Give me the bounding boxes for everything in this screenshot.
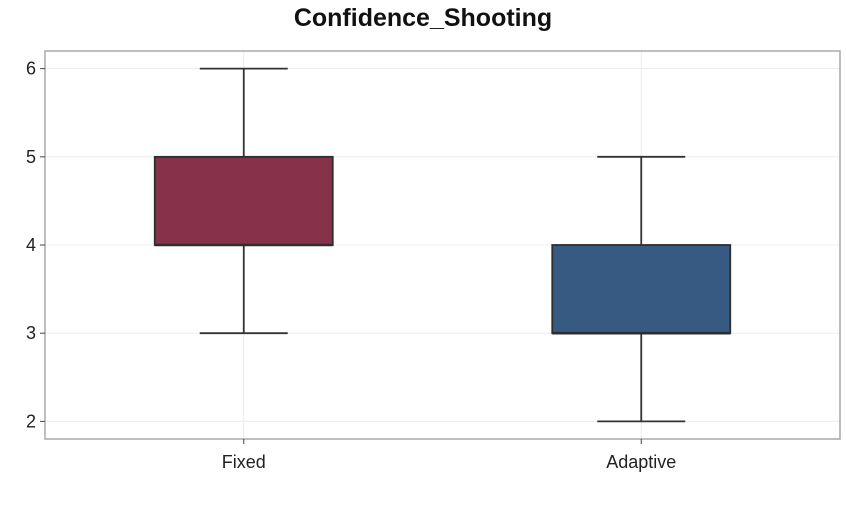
x-tick-label: Fixed	[222, 452, 266, 472]
chart-title: Confidence_Shooting	[293, 4, 553, 32]
box-fixed	[153, 67, 334, 335]
y-axis: 2 3 4 5 6	[26, 59, 45, 431]
x-axis: Fixed Adaptive	[222, 439, 676, 472]
x-tick-label: Adaptive	[606, 452, 676, 472]
boxes-layer	[153, 67, 732, 423]
y-tick-label: 4	[26, 235, 36, 255]
iqr-box	[153, 155, 334, 246]
y-tick-label: 5	[26, 147, 36, 167]
y-tick-label: 3	[26, 323, 36, 343]
y-tick-label: 2	[26, 411, 36, 431]
y-tick-label: 6	[26, 59, 36, 79]
box-adaptive	[551, 155, 732, 423]
iqr-box	[551, 244, 732, 335]
